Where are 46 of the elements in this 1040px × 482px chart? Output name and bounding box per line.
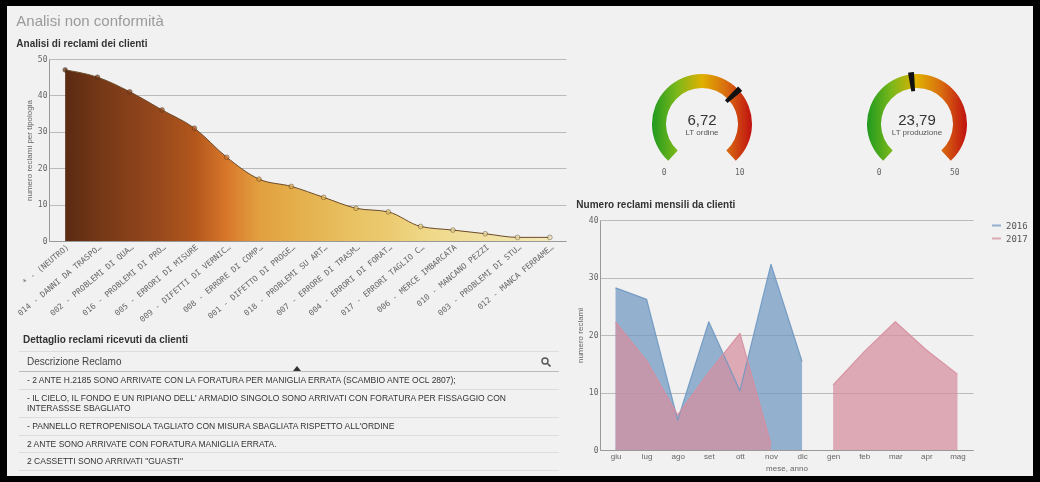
text: 10: [735, 168, 745, 178]
x-tick-label: lug: [641, 451, 653, 461]
y-tick-label: 10: [588, 388, 599, 397]
x-tick-label: ott: [735, 451, 746, 461]
x-tick-label: gen: [826, 451, 841, 461]
text: 0: [876, 168, 882, 178]
text: LT produzione: [891, 128, 943, 137]
text: - 2 ANTE H.2185 SONO ARRIVATE CON LA FORATURA PER MANIGLIA ERRATA (SCAMBIO ANTE OCL 2807);: [19, 372, 559, 390]
y-tick-label: 20: [588, 330, 599, 340]
chart-title: Numero reclami mensili da clienti: [576, 199, 736, 210]
y-axis-title: numero reclami: [575, 307, 585, 364]
text: 2 CASSETTI SONO ARRIVATI "GUASTI": [19, 453, 559, 471]
x-axis-title: mese, anno: [766, 463, 809, 473]
chart-title: Analisi non conformità: [16, 12, 165, 29]
legend-label: 2016: [1006, 220, 1028, 231]
y-tick-label: 0: [42, 236, 48, 246]
y-tick-label: 0: [593, 445, 599, 455]
text: 0: [661, 168, 667, 178]
y-axis-title: numero reclami per tipologia: [24, 99, 34, 201]
text: Descrizione Reclamo: [19, 351, 559, 372]
x-tick-label: apr: [921, 451, 933, 461]
y-tick-label: 40: [588, 215, 599, 225]
chart-subtitle: Analisi di reclami dei clienti: [16, 38, 148, 49]
legend-label: 2017: [1006, 233, 1028, 244]
x-tick-label: nov: [765, 451, 778, 461]
text: Dettaglio reclami ricevuti da clienti: [23, 334, 190, 345]
y-tick-label: 10: [37, 200, 48, 210]
y-tick-label: 30: [588, 273, 599, 282]
y-tick-label: 50: [37, 54, 48, 64]
x-tick-label: feb: [859, 451, 871, 461]
x-tick-label: set: [703, 451, 716, 461]
text: 50: [950, 168, 960, 178]
data-label: 6,72: [687, 111, 717, 128]
x-tick-label: mar: [888, 451, 904, 461]
data-label: 23,79: [898, 111, 936, 128]
y-tick-label: 30: [37, 127, 48, 137]
y-tick-label: 40: [37, 90, 48, 100]
x-tick-label: dic: [797, 451, 808, 461]
text: - PANNELLO RETROPENISOLA TAGLIATO CON MISURA SBAGLIATA RISPETTO ALL'ORDINE: [19, 417, 559, 436]
x-tick-label: ago: [671, 451, 686, 461]
x-tick-label: mag: [950, 451, 966, 461]
text: - IL CIELO, IL FONDO E UN RIPIANO DELL' ARMADIO SINGOLO SONO ARRIVATI CON FORATURA PER FISSAGGIO CON INTERASSSE SBAGLIATO: [19, 389, 559, 418]
text: 2 ANTE SONO ARRIVATE CON FORATURA MANIGLIA ERRATA.: [19, 435, 559, 454]
text: LT ordine: [685, 128, 720, 137]
x-tick-label: giu: [610, 451, 622, 461]
y-tick-label: 20: [37, 163, 48, 173]
